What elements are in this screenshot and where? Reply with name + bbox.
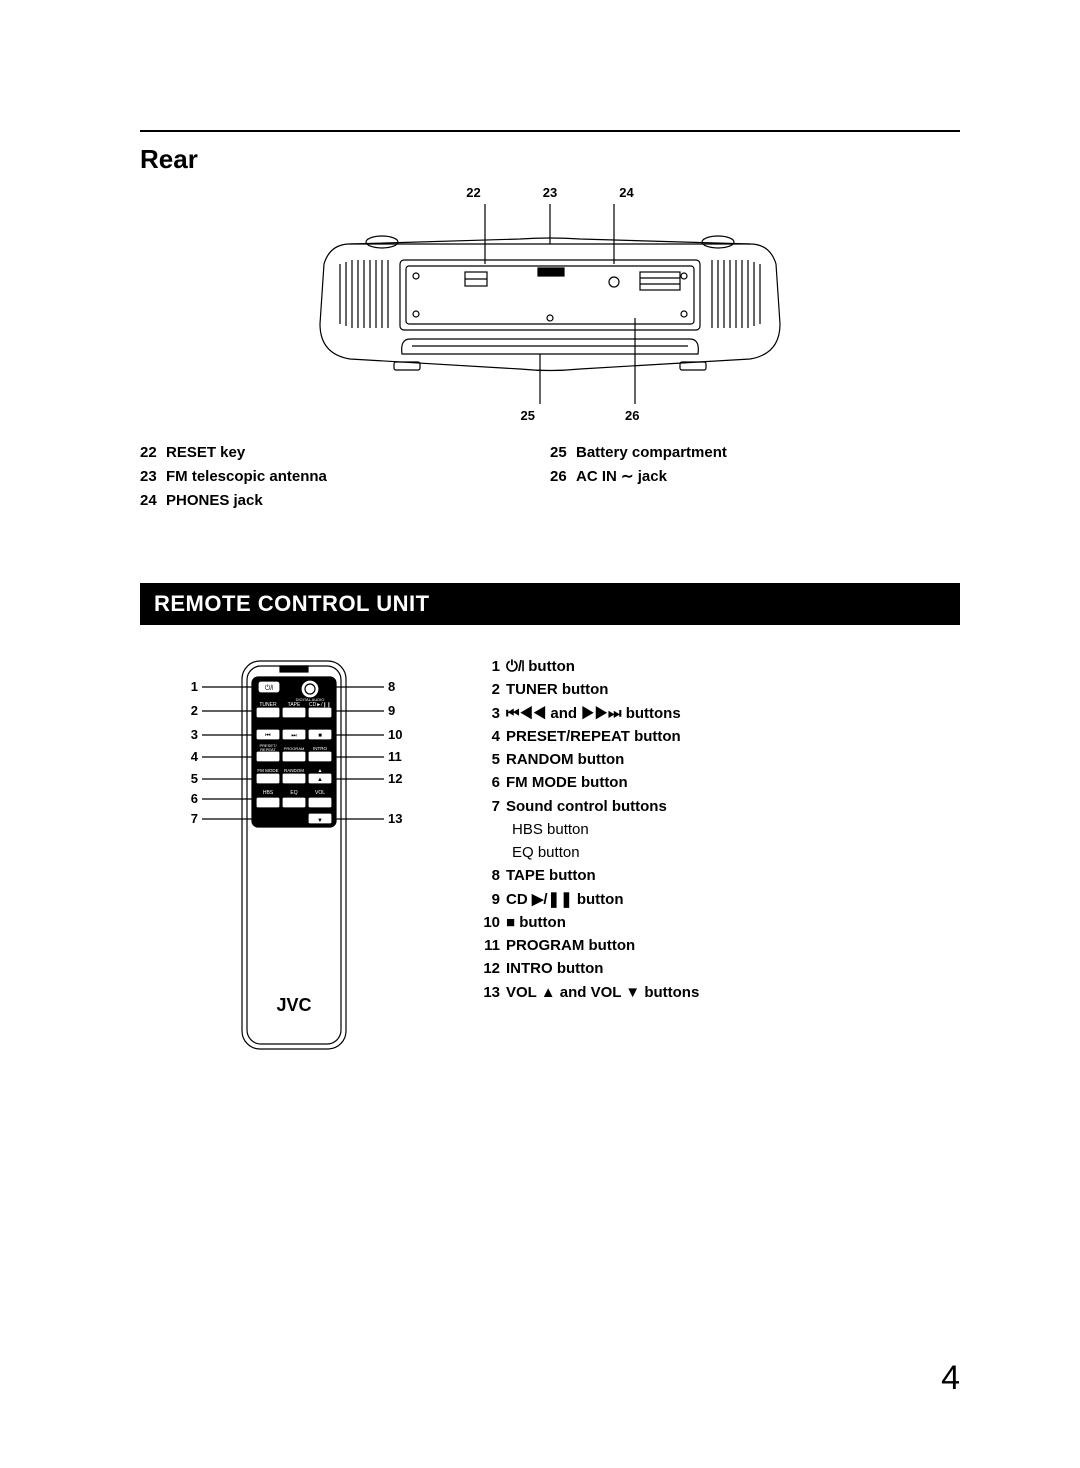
- svg-text:⏭: ⏭: [291, 733, 297, 739]
- svg-text:TAPE: TAPE: [288, 702, 301, 708]
- svg-text:INTRO: INTRO: [313, 746, 327, 751]
- callout-2: 2: [191, 703, 198, 718]
- remote-legend: 1⏻/❘ button2TUNER button3⏮◀◀ and ▶▶⏭ but…: [470, 651, 960, 1071]
- legend-text: FM MODE button: [506, 771, 628, 794]
- callout-4: 4: [191, 749, 199, 764]
- svg-text:EQ: EQ: [290, 790, 297, 796]
- svg-text:REPEAT: REPEAT: [260, 747, 276, 752]
- callout-25: 25: [521, 408, 535, 423]
- legend-text: ■ button: [506, 911, 566, 934]
- legend-num: 3: [480, 702, 506, 725]
- callout-10: 10: [388, 727, 402, 742]
- legend-num: 26: [550, 465, 576, 489]
- legend-subtext: EQ button: [480, 841, 960, 864]
- callout-12: 12: [388, 771, 402, 786]
- callout-23: 23: [543, 185, 557, 200]
- legend-text: CD ▶/❚❚ button: [506, 888, 623, 911]
- legend-num: 25: [550, 441, 576, 465]
- callout-24: 24: [619, 185, 633, 200]
- brand-logo: JVC: [276, 995, 311, 1015]
- legend-num: 13: [480, 981, 506, 1004]
- callout-11: 11: [388, 749, 402, 764]
- legend-text: INTRO button: [506, 957, 603, 980]
- legend-text: FM telescopic antenna: [166, 465, 327, 489]
- svg-text:⏮: ⏮: [265, 733, 271, 739]
- svg-text:VOL: VOL: [315, 790, 325, 796]
- remote-section-bar: REMOTE CONTROL UNIT: [140, 583, 960, 625]
- rear-device-illustration: [290, 204, 810, 404]
- legend-text: Battery compartment: [576, 441, 727, 465]
- rear-legend: 22RESET key 23FM telescopic antenna 24PH…: [140, 441, 960, 513]
- legend-num: 22: [140, 441, 166, 465]
- callout-26: 26: [625, 408, 639, 423]
- legend-num: 5: [480, 748, 506, 771]
- svg-text:HBS: HBS: [263, 790, 274, 796]
- legend-num: 12: [480, 957, 506, 980]
- legend-num: 9: [480, 888, 506, 911]
- legend-num: 4: [480, 725, 506, 748]
- remote-figure: 1 2 3 4 5 6 7 8 9 10 11 12 13: [140, 651, 470, 1071]
- legend-num: 6: [480, 771, 506, 794]
- callout-8: 8: [388, 679, 395, 694]
- legend-text: VOL ▲ and VOL ▼ buttons: [506, 981, 699, 1004]
- legend-text: ⏻/❘ button: [506, 655, 575, 678]
- legend-text: ⏮◀◀ and ▶▶⏭ buttons: [506, 702, 681, 725]
- legend-num: 24: [140, 489, 166, 513]
- legend-num: 8: [480, 864, 506, 887]
- legend-num: 7: [480, 795, 506, 818]
- callout-1: 1: [191, 679, 198, 694]
- svg-text:CD►/❙❙: CD►/❙❙: [309, 702, 331, 708]
- legend-text: TUNER button: [506, 678, 608, 701]
- legend-text: RANDOM button: [506, 748, 624, 771]
- callout-5: 5: [191, 771, 198, 786]
- svg-text:FM MODE: FM MODE: [257, 768, 278, 773]
- legend-num: 23: [140, 465, 166, 489]
- legend-num: 1: [480, 655, 506, 678]
- svg-text:RANDOM: RANDOM: [284, 768, 304, 773]
- callout-22: 22: [466, 185, 480, 200]
- svg-text:⏻/❘: ⏻/❘: [265, 684, 273, 692]
- callout-6: 6: [191, 791, 198, 806]
- legend-text: AC IN ∼ jack: [576, 465, 667, 489]
- legend-text: PROGRAM button: [506, 934, 635, 957]
- callout-13: 13: [388, 811, 402, 826]
- legend-text: Sound control buttons: [506, 795, 667, 818]
- svg-text:▲: ▲: [317, 777, 323, 783]
- legend-num: 10: [480, 911, 506, 934]
- legend-num: 11: [480, 934, 506, 957]
- legend-num: 2: [480, 678, 506, 701]
- callout-7: 7: [191, 811, 198, 826]
- svg-text:▼: ▼: [317, 818, 323, 824]
- svg-text:■: ■: [318, 733, 322, 739]
- legend-text: PHONES jack: [166, 489, 263, 513]
- svg-text:TUNER: TUNER: [259, 702, 277, 708]
- page-number: 4: [941, 1359, 960, 1398]
- svg-text:PROGRAM: PROGRAM: [284, 746, 305, 751]
- callout-9: 9: [388, 703, 395, 718]
- svg-text:▲: ▲: [318, 768, 323, 774]
- rear-title: Rear: [140, 144, 960, 175]
- legend-text: PRESET/REPEAT button: [506, 725, 681, 748]
- legend-subtext: HBS button: [480, 818, 960, 841]
- legend-text: TAPE button: [506, 864, 596, 887]
- rear-figure: 22 23 24: [260, 185, 840, 423]
- divider: [140, 130, 960, 132]
- legend-text: RESET key: [166, 441, 245, 465]
- callout-3: 3: [191, 727, 198, 742]
